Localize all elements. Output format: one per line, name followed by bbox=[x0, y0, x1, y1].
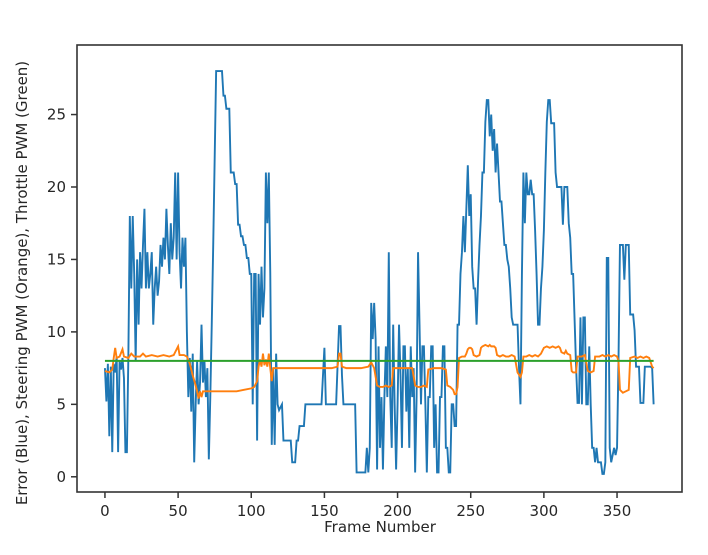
x-tick-label: 200 bbox=[383, 502, 412, 520]
x-tick-label: 300 bbox=[530, 502, 559, 520]
y-tick-label: 15 bbox=[47, 250, 66, 268]
x-tick-label: 150 bbox=[310, 502, 339, 520]
x-axis-label: Frame Number bbox=[324, 518, 436, 536]
x-tick-label: 100 bbox=[237, 502, 266, 520]
plot-border bbox=[76, 44, 683, 493]
y-tick-label: 20 bbox=[47, 178, 66, 196]
y-tick-label: 5 bbox=[56, 395, 66, 413]
series-line-error bbox=[104, 70, 655, 475]
x-tick-label: 50 bbox=[169, 502, 188, 520]
y-tick-label: 25 bbox=[47, 106, 66, 124]
y-tick-label: 0 bbox=[56, 468, 66, 486]
x-tick-label: 350 bbox=[603, 502, 632, 520]
y-tick-label: 10 bbox=[47, 323, 66, 341]
x-tick-label: 0 bbox=[100, 502, 110, 520]
y-axis-label: Error (Blue), Steering PWM (Orange), Thr… bbox=[13, 60, 31, 506]
x-tick-label: 250 bbox=[456, 502, 485, 520]
series-line-steering-pwm bbox=[104, 343, 655, 399]
